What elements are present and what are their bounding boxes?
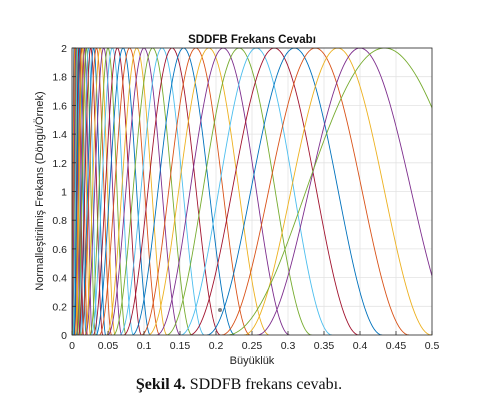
series-line: [76, 48, 96, 335]
x-axis-title: Büyüklük: [230, 355, 275, 367]
series-line: [189, 48, 360, 335]
x-tick-label: 0.35: [314, 340, 335, 352]
series-line: [141, 48, 251, 335]
series-line: [206, 48, 383, 335]
y-tick-label: 1: [61, 187, 67, 199]
series-line: [257, 48, 432, 335]
tick-labels: 0 0.05 0.1 0.15 0.2 0.25 0.3 0.35 0.4 0.45 0.5 0 0.2…: [52, 43, 439, 352]
series-line: [226, 48, 432, 335]
tick-marks: [71, 47, 433, 336]
y-tick-label: 0.8: [52, 215, 67, 227]
y-tick-label: 0.6: [52, 244, 67, 256]
x-tick-label: 0.2: [209, 340, 224, 352]
y-tick-label: 0.2: [52, 301, 67, 313]
series-line: [74, 48, 91, 335]
series-line: [180, 48, 333, 335]
series-line: [221, 48, 410, 335]
x-tick-label: 0.4: [353, 340, 368, 352]
caption-text: SDDFB frekans cevabı.: [185, 376, 343, 393]
figure-caption: Şekil 4. SDDFB frekans cevabı.: [0, 376, 478, 394]
y-axis-title: Normalleştirilmiş Frekans (Döngü/Örnek): [34, 91, 46, 290]
y-tick-label: 1.2: [52, 158, 67, 170]
x-tick-label: 0.45: [386, 340, 407, 352]
series-line: [72, 48, 81, 335]
y-tick-label: 1.4: [52, 129, 67, 141]
y-tick-label: 1.8: [52, 72, 67, 84]
chart-title: SDDFB Frekans Cevabı: [188, 34, 316, 46]
series-line: [78, 48, 104, 335]
series-line: [84, 48, 116, 335]
y-tick-label: 2: [61, 43, 67, 55]
series-line: [166, 48, 312, 335]
series-line: [106, 48, 168, 335]
y-tick-label: 0: [61, 330, 67, 342]
series-group: [72, 48, 432, 335]
series-line: [81, 48, 112, 335]
chart-figure: SDDFB Frekans Cevabı 0 0.05 0.1 0.15 0.2 0.25…: [34, 34, 439, 367]
series-line: [148, 48, 270, 335]
stray-dot-marker: [218, 308, 222, 312]
series-line: [156, 48, 290, 335]
y-tick-label: 0.4: [52, 273, 67, 285]
series-line: [243, 48, 432, 335]
x-tick-label: 0.25: [242, 340, 263, 352]
series-line: [73, 48, 87, 335]
x-tick-label: 0.3: [281, 340, 296, 352]
series-line: [123, 48, 221, 335]
y-tick-label: 1.6: [52, 100, 67, 112]
series-line: [95, 48, 151, 335]
series-line: [85, 48, 123, 335]
x-tick-label: 0.5: [425, 340, 440, 352]
caption-label: Şekil 4.: [135, 376, 186, 393]
x-tick-label: 0.15: [170, 340, 191, 352]
x-tick-label: 0.1: [137, 340, 152, 352]
x-tick-label: 0: [69, 340, 75, 352]
x-tick-label: 0.05: [98, 340, 119, 352]
